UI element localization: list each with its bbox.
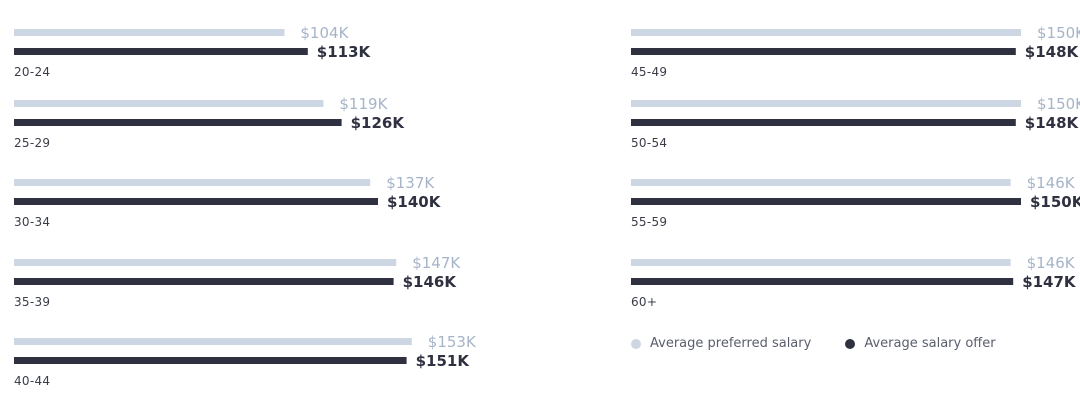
- value-label-offer-20-24: $113K: [317, 43, 372, 61]
- value-label-offer-30-34: $140K: [387, 193, 442, 211]
- bar-offer-50-54: [631, 119, 1016, 126]
- value-label-preferred-45-49: $150K: [1037, 24, 1080, 42]
- bar-offer-20-24: [14, 48, 308, 55]
- bar-offer-60plus: [631, 278, 1014, 285]
- bar-offer-45-49: [631, 48, 1016, 55]
- category-label-50-54: 50-54: [631, 136, 667, 150]
- legend-item-offer: Average salary offer: [845, 336, 996, 351]
- bar-offer-40-44: [14, 357, 407, 364]
- value-label-offer-60plus: $147K: [1022, 273, 1077, 291]
- bar-preferred-60plus: [631, 259, 1011, 266]
- bar-preferred-30-34: [14, 179, 371, 186]
- legend-item-preferred: Average preferred salary: [631, 336, 811, 351]
- legend-dot-offer: [845, 338, 856, 349]
- category-label-40-44: 40-44: [14, 374, 50, 388]
- value-label-preferred-40-44: $153K: [428, 333, 477, 351]
- value-label-offer-50-54: $148K: [1025, 114, 1080, 132]
- value-label-offer-55-59: $150K: [1030, 193, 1080, 211]
- legend-dot-preferred: [631, 338, 641, 349]
- bar-offer-30-34: [14, 198, 378, 205]
- bar-offer-25-29: [14, 119, 342, 126]
- category-label-55-59: 55-59: [631, 215, 667, 229]
- legend-label-offer: Average salary offer: [864, 336, 996, 351]
- value-label-preferred-50-54: $150K: [1037, 95, 1080, 113]
- value-label-preferred-25-29: $119K: [339, 95, 388, 113]
- value-label-preferred-20-24: $104K: [300, 24, 349, 42]
- value-label-offer-35-39: $146K: [403, 273, 458, 291]
- category-label-25-29: 25-29: [14, 136, 50, 150]
- value-label-offer-40-44: $151K: [416, 352, 471, 370]
- value-label-offer-45-49: $148K: [1025, 43, 1080, 61]
- category-label-35-39: 35-39: [14, 295, 50, 309]
- bar-offer-35-39: [14, 278, 394, 285]
- legend-label-preferred: Average preferred salary: [650, 336, 812, 351]
- bar-preferred-25-29: [14, 100, 324, 107]
- value-label-preferred-35-39: $147K: [412, 254, 461, 272]
- bar-preferred-55-59: [631, 179, 1011, 186]
- value-label-offer-25-29: $126K: [351, 114, 406, 132]
- bar-preferred-20-24: [14, 29, 285, 36]
- value-label-preferred-60plus: $146K: [1027, 254, 1076, 272]
- category-label-60plus: 60+: [631, 295, 657, 309]
- chart-legend: Average preferred salary Average salary …: [631, 336, 1030, 351]
- category-label-45-49: 45-49: [631, 65, 667, 79]
- bar-offer-55-59: [631, 198, 1021, 205]
- category-label-30-34: 30-34: [14, 215, 50, 229]
- value-label-preferred-55-59: $146K: [1027, 174, 1076, 192]
- bar-preferred-45-49: [631, 29, 1021, 36]
- bar-preferred-40-44: [14, 338, 412, 345]
- value-label-preferred-30-34: $137K: [386, 174, 435, 192]
- category-label-20-24: 20-24: [14, 65, 50, 79]
- bar-preferred-35-39: [14, 259, 397, 266]
- bar-preferred-50-54: [631, 100, 1021, 107]
